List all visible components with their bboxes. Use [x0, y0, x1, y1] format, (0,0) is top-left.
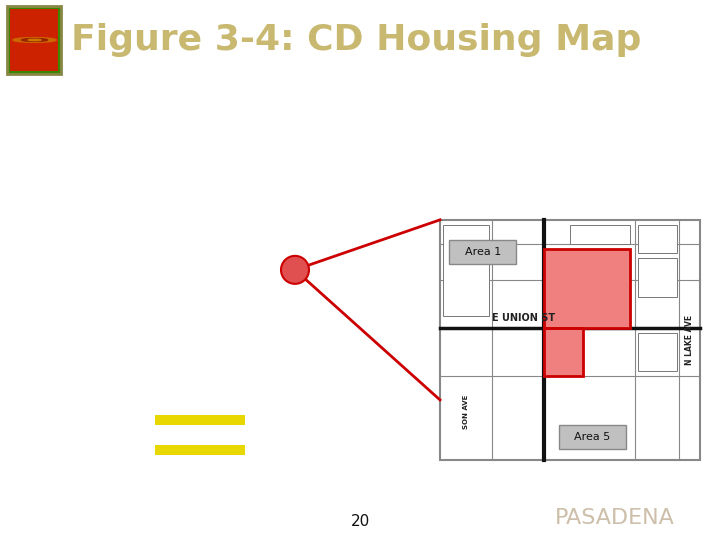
Text: Area 5: Area 5 — [574, 432, 611, 442]
Bar — [570, 225, 630, 244]
Text: E UNION ST: E UNION ST — [492, 313, 555, 323]
Circle shape — [13, 38, 56, 42]
Bar — [575, 287, 622, 309]
Text: Planning & Community Development Department: Planning & Community Development Departm… — [13, 89, 438, 103]
Text: Area 1: Area 1 — [465, 247, 501, 257]
FancyBboxPatch shape — [7, 5, 61, 75]
Bar — [638, 225, 677, 253]
Bar — [638, 333, 677, 371]
Bar — [638, 258, 677, 296]
FancyBboxPatch shape — [440, 220, 700, 460]
Bar — [443, 225, 490, 316]
FancyBboxPatch shape — [559, 425, 626, 449]
Text: Figure 3-4: CD Housing Map: Figure 3-4: CD Housing Map — [71, 23, 641, 57]
Bar — [155, 445, 245, 455]
Circle shape — [281, 256, 309, 284]
Circle shape — [28, 39, 41, 40]
Bar — [155, 415, 245, 425]
Circle shape — [22, 38, 48, 42]
Bar — [570, 248, 630, 275]
Polygon shape — [544, 248, 630, 376]
Text: N LAKE AVE: N LAKE AVE — [685, 315, 694, 365]
Text: SON AVE: SON AVE — [463, 395, 469, 429]
Text: PASADENA: PASADENA — [555, 508, 675, 528]
Text: 20: 20 — [351, 515, 369, 530]
FancyBboxPatch shape — [449, 240, 516, 264]
FancyBboxPatch shape — [10, 9, 58, 71]
